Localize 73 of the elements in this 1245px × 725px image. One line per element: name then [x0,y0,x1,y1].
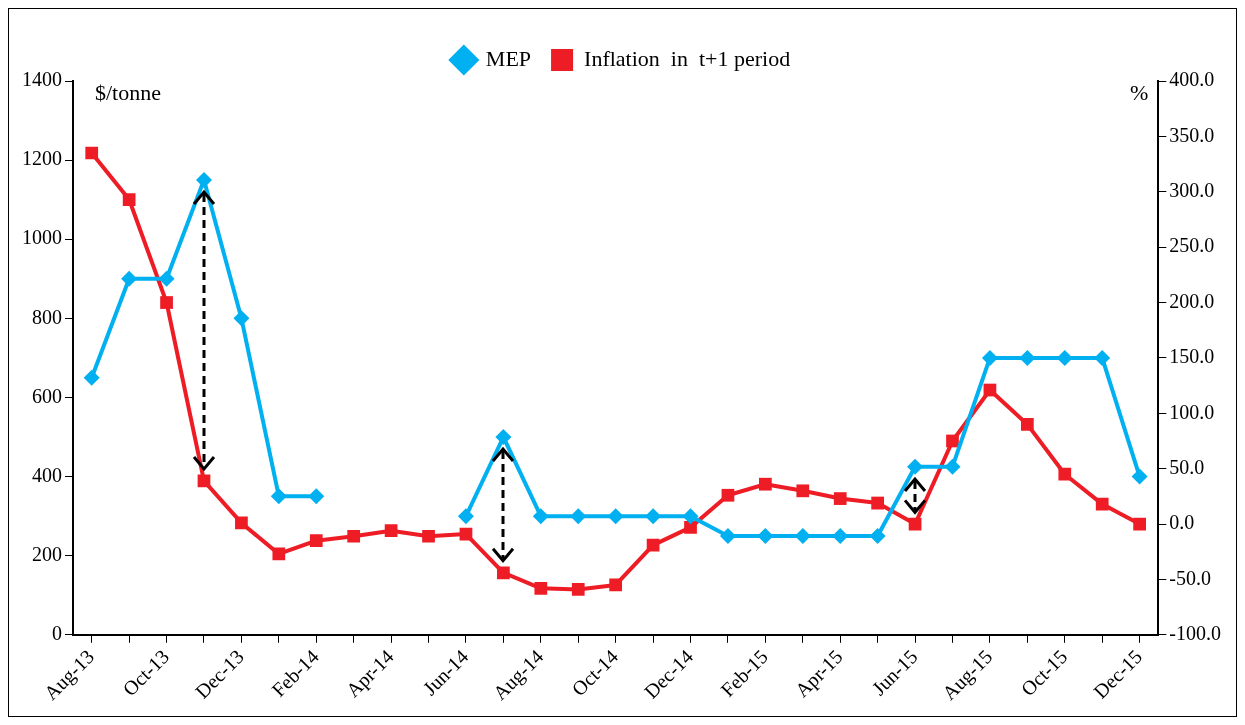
y-axis-title: $/tonne [95,79,161,105]
point [946,434,959,448]
point [796,484,810,498]
point [1131,468,1148,485]
point [1095,497,1109,511]
point [645,508,662,525]
y-tick-label: 200 [32,542,62,565]
y2-tick-label: 250.0 [1169,234,1215,257]
point [1056,349,1073,366]
point [871,496,885,510]
y2-tick-label: 400.0 [1169,68,1215,91]
y-tick-label: 0 [52,622,62,645]
y-tick-label: 1000 [22,226,62,249]
point [832,527,849,544]
point [721,488,735,502]
point [571,583,585,596]
point [869,527,886,544]
point [235,516,248,530]
point [197,474,211,488]
y2-tick-label: 350.0 [1169,123,1215,146]
point [457,508,474,525]
point [944,458,961,475]
point [495,429,512,446]
point [121,270,138,287]
point [684,521,697,534]
point [759,477,772,491]
point [532,508,549,525]
point [570,508,587,525]
y2-tick-label: -100.0 [1169,622,1222,645]
point [85,146,99,160]
y2-tick-label: 50.0 [1169,455,1205,478]
point [1133,517,1146,531]
point [195,171,212,188]
point [122,193,136,206]
point [83,369,100,386]
point [1020,418,1034,431]
point [1019,349,1036,366]
point [682,508,699,525]
point [757,527,774,544]
point [308,488,325,505]
point [497,566,510,580]
y-tick-label: 1400 [22,68,62,91]
point [609,578,623,592]
point [1058,467,1072,481]
point [272,547,286,561]
point [384,524,398,538]
y2-tick-label: 300.0 [1169,179,1215,202]
point [309,534,323,548]
y2-tick-label: -50.0 [1169,566,1212,589]
y2-axis-title: % [1130,79,1149,105]
point [907,458,924,475]
point [233,310,250,327]
point [270,488,287,505]
legend-label: Inflation in t+1 period [584,45,791,71]
y2-tick-label: 200.0 [1169,289,1215,312]
point [607,508,624,525]
point [347,529,361,543]
point [422,529,435,543]
y-tick-label: 800 [32,305,62,328]
legend-label: MEP [485,45,532,71]
y-tick-label: 1200 [22,147,62,170]
y-tick-label: 400 [32,463,62,486]
y2-tick-label: 150.0 [1169,345,1215,368]
y2-tick-label: 0.0 [1169,511,1195,534]
point [833,492,847,505]
point [158,270,175,287]
point [1094,349,1111,366]
y-tick-label: 600 [32,384,62,407]
y2-tick-label: 100.0 [1169,400,1215,423]
point [534,581,548,595]
point [981,349,998,366]
point [160,296,173,309]
point [719,527,736,544]
